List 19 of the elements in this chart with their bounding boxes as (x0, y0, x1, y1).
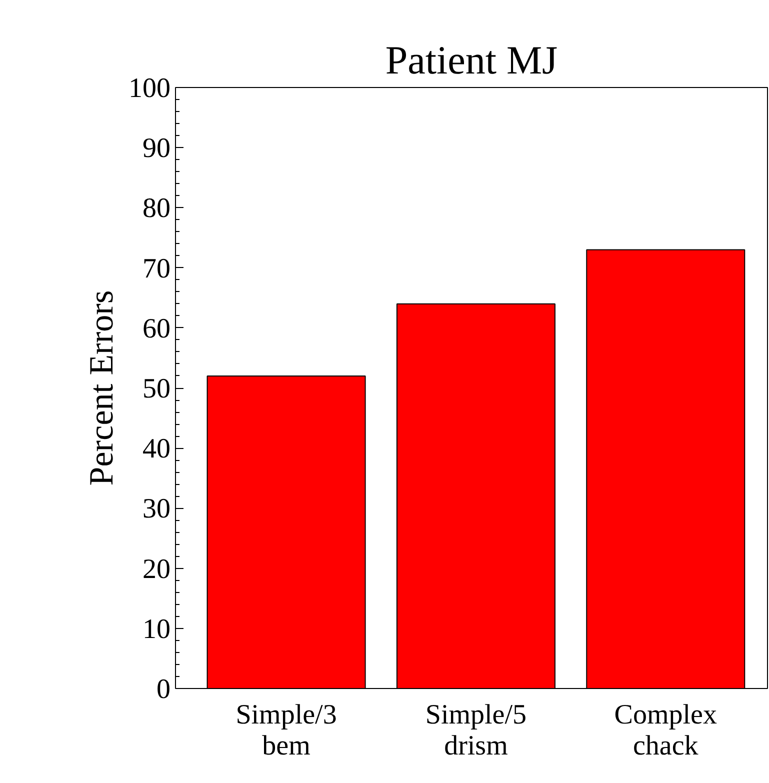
y-tick-label: 70 (142, 253, 170, 284)
y-tick-label: 100 (128, 73, 170, 104)
x-tick-label: Simple/3 bem (236, 700, 337, 762)
y-tick-label: 80 (142, 193, 170, 224)
y-tick-label: 20 (142, 554, 170, 585)
y-tick-label: 60 (142, 313, 170, 344)
y-tick-label: 10 (142, 614, 170, 645)
bar (586, 249, 746, 688)
y-tick-label: 0 (156, 674, 170, 705)
bar (206, 375, 366, 688)
y-tick-label: 50 (142, 374, 170, 404)
x-tick-label: Simple/5 drism (425, 700, 527, 762)
chart-title: Patient MJ (385, 38, 558, 82)
y-tick-label: 40 (142, 434, 170, 465)
y-tick-label: 30 (142, 494, 170, 525)
y-tick-label: 90 (142, 133, 170, 164)
x-tick-label: Complex chack (614, 700, 717, 762)
y-axis-title: Percent Errors (84, 290, 120, 486)
bar (396, 303, 556, 688)
